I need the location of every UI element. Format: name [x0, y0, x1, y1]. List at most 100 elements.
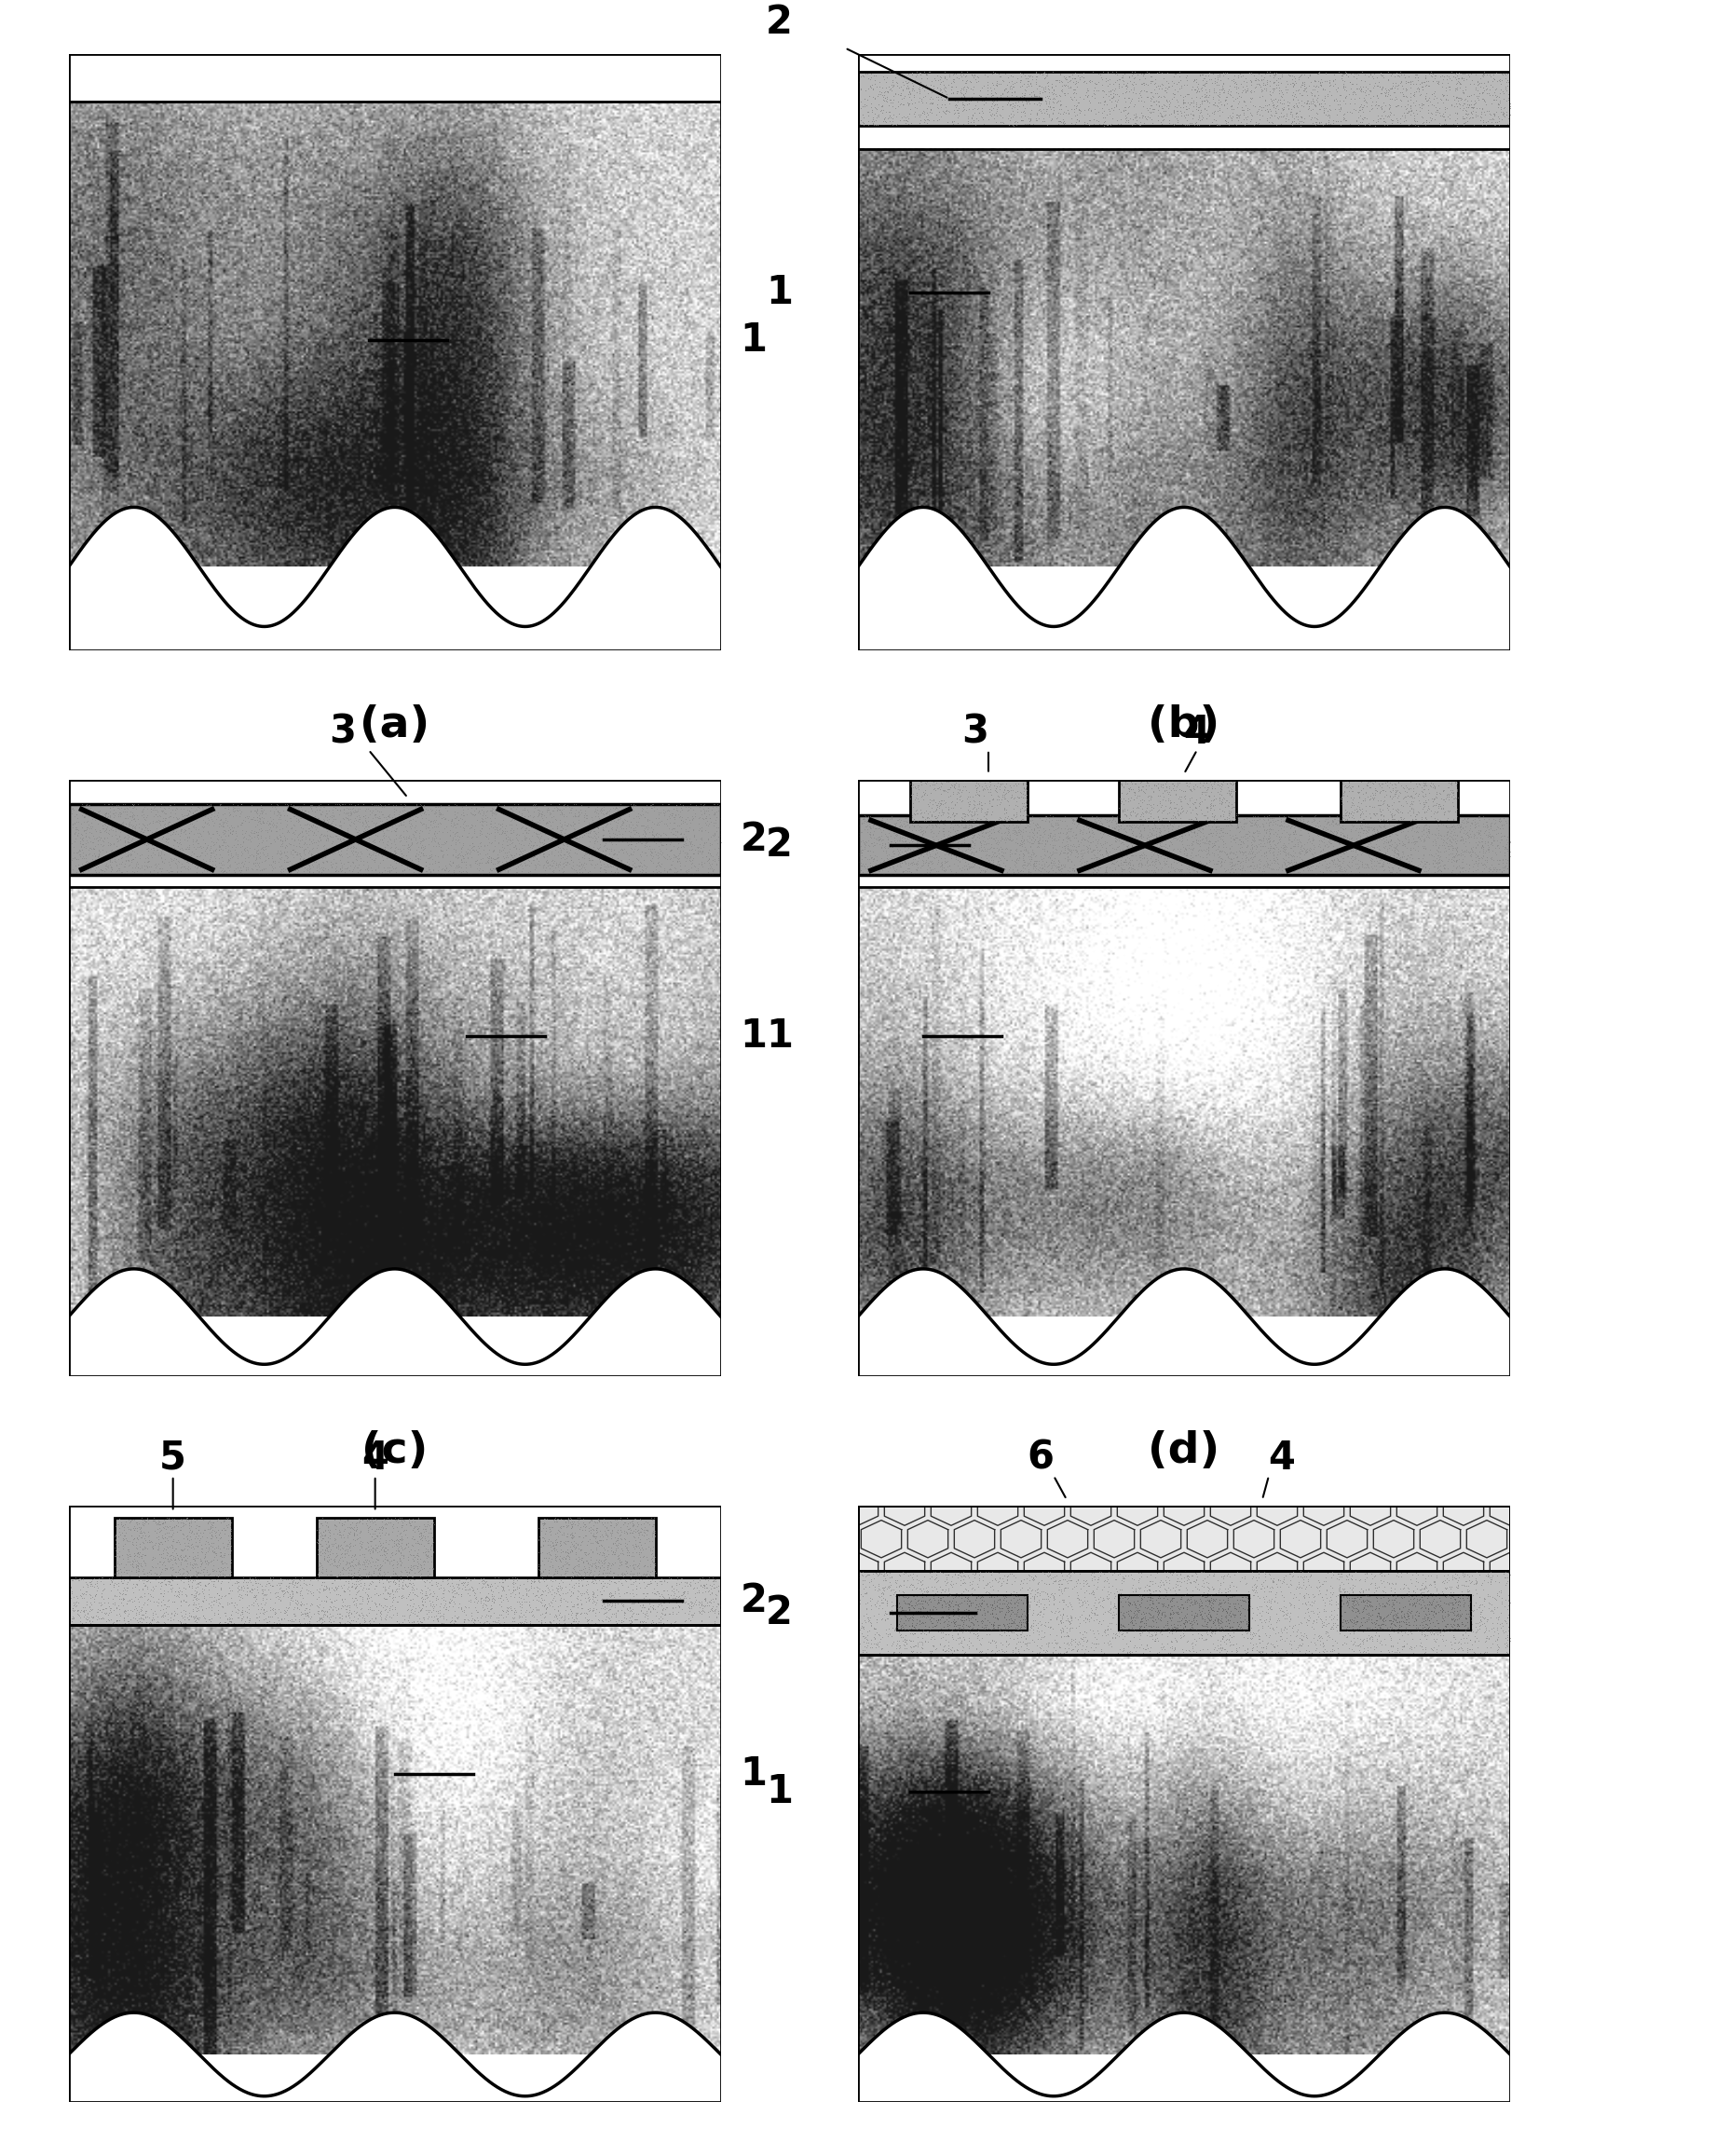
Point — [77, 798, 105, 832]
Point — [529, 1589, 556, 1623]
Point — [293, 847, 321, 882]
Point — [1261, 804, 1289, 839]
Point — [930, 824, 958, 858]
Point — [867, 1621, 894, 1656]
Point — [1383, 1591, 1411, 1626]
Point — [388, 839, 415, 873]
Point — [160, 1570, 187, 1604]
Point — [458, 808, 486, 843]
Point — [492, 828, 520, 862]
Point — [1491, 56, 1519, 91]
Point — [1109, 60, 1136, 95]
Point — [1438, 1578, 1465, 1613]
Point — [314, 1600, 341, 1634]
Point — [897, 1598, 925, 1632]
Point — [697, 1585, 724, 1619]
Point — [1227, 1589, 1254, 1623]
Point — [923, 765, 951, 800]
Point — [631, 796, 659, 830]
Point — [702, 798, 729, 832]
Point — [151, 1576, 178, 1611]
Point — [460, 832, 487, 867]
Point — [1457, 1595, 1484, 1630]
Point — [654, 841, 681, 875]
Point — [935, 789, 963, 824]
Point — [978, 84, 1006, 119]
Point — [625, 1516, 652, 1550]
Point — [990, 806, 1018, 841]
Point — [103, 854, 130, 888]
Point — [190, 1552, 218, 1587]
Point — [1260, 804, 1287, 839]
Point — [314, 819, 341, 854]
Point — [637, 1589, 664, 1623]
Point — [355, 1535, 383, 1570]
Point — [146, 1507, 173, 1542]
Point — [978, 821, 1006, 856]
Point — [1260, 824, 1287, 858]
Point — [477, 1600, 505, 1634]
Point — [1078, 847, 1105, 882]
Point — [182, 1542, 209, 1576]
Point — [863, 821, 891, 856]
Point — [649, 1593, 676, 1628]
Point — [1345, 1611, 1373, 1645]
Point — [230, 826, 257, 860]
Point — [630, 1539, 657, 1574]
Point — [501, 1595, 529, 1630]
Point — [438, 1574, 465, 1608]
Point — [987, 106, 1014, 140]
Point — [851, 802, 879, 837]
Point — [448, 798, 475, 832]
Point — [1023, 839, 1050, 873]
Point — [597, 849, 625, 884]
Point — [904, 1600, 932, 1634]
Point — [1272, 830, 1299, 865]
Point — [1078, 826, 1105, 860]
Point — [1381, 1578, 1409, 1613]
Point — [242, 815, 269, 849]
Point — [549, 830, 577, 865]
Point — [172, 1600, 199, 1634]
Point — [1332, 54, 1359, 88]
Point — [403, 1511, 431, 1546]
Point — [856, 834, 884, 869]
Point — [927, 787, 954, 821]
Point — [94, 1598, 122, 1632]
Point — [1229, 849, 1256, 884]
Point — [1182, 1578, 1210, 1613]
Point — [1052, 95, 1079, 129]
Point — [1306, 804, 1333, 839]
Point — [642, 1514, 669, 1548]
Point — [228, 1589, 256, 1623]
Point — [1002, 768, 1030, 802]
Point — [525, 1511, 553, 1546]
Point — [1210, 56, 1237, 91]
Point — [599, 1526, 626, 1561]
Point — [551, 821, 578, 856]
Point — [499, 1572, 527, 1606]
Point — [1409, 1608, 1436, 1643]
Point — [1138, 75, 1165, 110]
Point — [1397, 1583, 1424, 1617]
Point — [1268, 804, 1296, 839]
Point — [1124, 772, 1151, 806]
Point — [208, 1514, 235, 1548]
Point — [678, 828, 705, 862]
Point — [511, 1572, 539, 1606]
Point — [899, 770, 927, 804]
Point — [1165, 817, 1193, 852]
Point — [915, 826, 942, 860]
Point — [1224, 1611, 1251, 1645]
Point — [1019, 849, 1047, 884]
Point — [1157, 1608, 1184, 1643]
Point — [1318, 1554, 1345, 1589]
Point — [1079, 834, 1107, 869]
Point — [1114, 770, 1141, 804]
Point — [1417, 1585, 1445, 1619]
Point — [1155, 1570, 1182, 1604]
Point — [1409, 1602, 1436, 1636]
Point — [1363, 106, 1390, 140]
Point — [1206, 1583, 1234, 1617]
Point — [987, 841, 1014, 875]
